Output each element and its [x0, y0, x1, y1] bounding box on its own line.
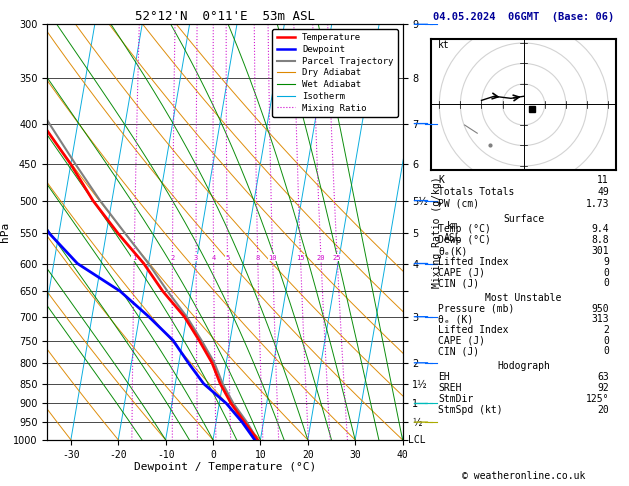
Text: 11: 11 [598, 175, 609, 185]
Text: 04.05.2024  06GMT  (Base: 06): 04.05.2024 06GMT (Base: 06) [433, 12, 615, 22]
Text: PW (cm): PW (cm) [438, 199, 479, 208]
Text: 8.8: 8.8 [591, 235, 609, 245]
Text: Pressure (mb): Pressure (mb) [438, 304, 515, 313]
Text: 3: 3 [194, 255, 198, 260]
Text: 0: 0 [603, 336, 609, 346]
Text: 1: 1 [132, 255, 136, 260]
Title: 52°12'N  0°11'E  53m ASL: 52°12'N 0°11'E 53m ASL [135, 10, 315, 23]
Text: CAPE (J): CAPE (J) [438, 336, 486, 346]
Text: 0: 0 [603, 267, 609, 278]
Text: 950: 950 [591, 304, 609, 313]
Text: Surface: Surface [503, 214, 544, 224]
Text: θₑ (K): θₑ (K) [438, 314, 474, 324]
Text: CIN (J): CIN (J) [438, 278, 479, 288]
Text: Dewp (°C): Dewp (°C) [438, 235, 491, 245]
Text: 63: 63 [598, 372, 609, 382]
Text: 301: 301 [591, 246, 609, 256]
Text: Lifted Index: Lifted Index [438, 257, 509, 267]
Text: Temp (°C): Temp (°C) [438, 225, 491, 235]
Text: Mixing Ratio (g/kg): Mixing Ratio (g/kg) [432, 176, 442, 288]
Text: 4: 4 [211, 255, 216, 260]
Text: 125°: 125° [586, 394, 609, 404]
Text: 9.4: 9.4 [591, 225, 609, 235]
Text: 1.73: 1.73 [586, 199, 609, 208]
Text: kt: kt [438, 40, 450, 50]
Text: K: K [438, 175, 444, 185]
Text: 2: 2 [603, 325, 609, 335]
Text: Lifted Index: Lifted Index [438, 325, 509, 335]
Text: 2: 2 [170, 255, 175, 260]
Text: 313: 313 [591, 314, 609, 324]
Text: 15: 15 [296, 255, 305, 260]
Text: © weatheronline.co.uk: © weatheronline.co.uk [462, 471, 586, 481]
Text: 5: 5 [225, 255, 230, 260]
Text: CAPE (J): CAPE (J) [438, 267, 486, 278]
Text: 9: 9 [603, 257, 609, 267]
Text: 20: 20 [316, 255, 325, 260]
Y-axis label: hPa: hPa [0, 222, 10, 242]
Text: SREH: SREH [438, 383, 462, 393]
Y-axis label: km
ASL: km ASL [444, 221, 462, 243]
Text: 10: 10 [269, 255, 277, 260]
Text: EH: EH [438, 372, 450, 382]
Text: 0: 0 [603, 347, 609, 356]
Text: StmSpd (kt): StmSpd (kt) [438, 405, 503, 415]
Text: 20: 20 [598, 405, 609, 415]
Text: 92: 92 [598, 383, 609, 393]
Text: LCL: LCL [408, 435, 426, 445]
Text: 49: 49 [598, 187, 609, 197]
Text: 25: 25 [333, 255, 342, 260]
X-axis label: Dewpoint / Temperature (°C): Dewpoint / Temperature (°C) [134, 462, 316, 472]
Text: StmDir: StmDir [438, 394, 474, 404]
Text: 8: 8 [255, 255, 260, 260]
Text: Hodograph: Hodograph [497, 361, 550, 371]
Text: Most Unstable: Most Unstable [486, 293, 562, 303]
Text: 0: 0 [603, 278, 609, 288]
Legend: Temperature, Dewpoint, Parcel Trajectory, Dry Adiabat, Wet Adiabat, Isotherm, Mi: Temperature, Dewpoint, Parcel Trajectory… [272, 29, 398, 117]
Text: Totals Totals: Totals Totals [438, 187, 515, 197]
Text: CIN (J): CIN (J) [438, 347, 479, 356]
Text: θₑ(K): θₑ(K) [438, 246, 468, 256]
